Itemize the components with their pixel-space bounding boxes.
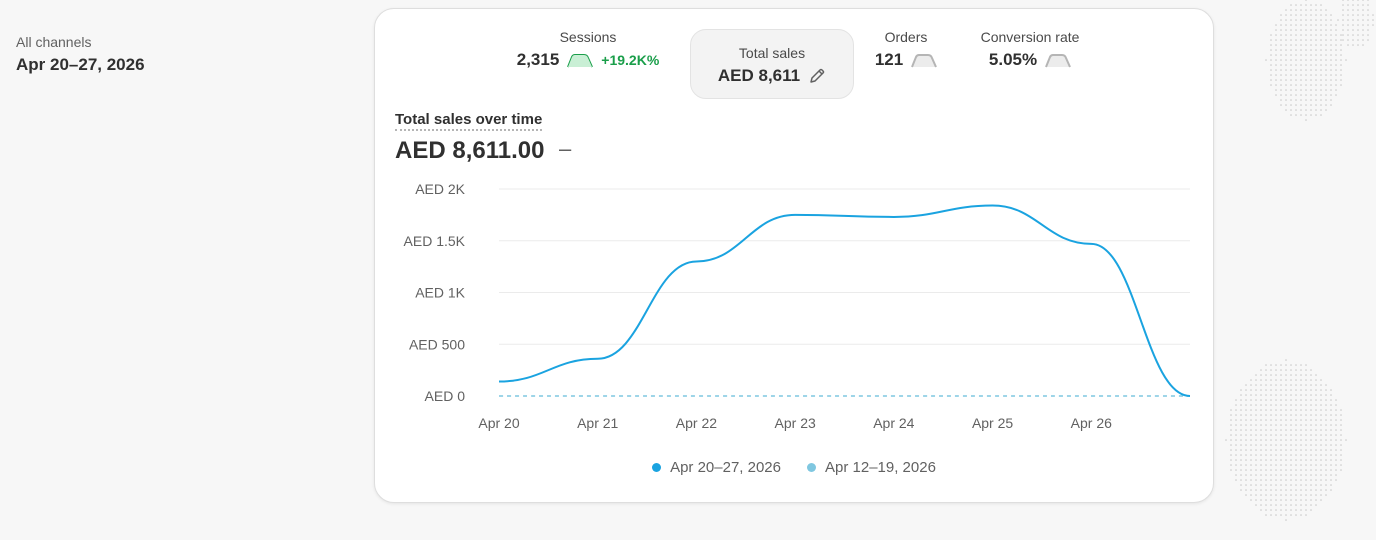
filters: All channels Apr 20–27, 2026 — [16, 34, 145, 75]
decorative-dot-pattern — [1225, 0, 1374, 521]
legend-item-current[interactable]: Apr 20–27, 2026 — [652, 459, 781, 476]
legend-dot — [652, 463, 662, 472]
metric-label: Sessions — [559, 29, 617, 45]
metric-value: AED 8,611 — [717, 66, 801, 85]
legend-item-previous[interactable]: Apr 12–19, 2026 — [807, 459, 936, 476]
y-tick-label: AED 2K — [415, 181, 465, 197]
date-range[interactable]: Apr 20–27, 2026 — [16, 55, 145, 74]
chart-legend: Apr 20–27, 2026 Apr 12–19, 2026 — [375, 459, 1213, 476]
metric-label: Orders — [884, 29, 928, 45]
analytics-card: Sessions 2,315 +19.2K% Total sales AED 8… — [374, 8, 1214, 503]
trend-flat-icon — [911, 54, 938, 68]
metric-conversion-rate[interactable]: Conversion rate 5.05% — [963, 29, 1097, 99]
x-tick-label: Apr 24 — [873, 415, 914, 431]
y-tick-label: AED 1.5K — [404, 233, 466, 249]
metric-value: 5.05% — [988, 50, 1038, 69]
y-tick-label: AED 500 — [409, 336, 465, 352]
metric-total-sales[interactable]: Total sales AED 8,611 — [690, 29, 854, 99]
legend-label: Apr 20–27, 2026 — [670, 459, 781, 476]
chart-total-change: – — [559, 136, 572, 161]
chart-title[interactable]: Total sales over time — [395, 111, 543, 131]
metric-label: Total sales — [738, 45, 806, 61]
metric-sessions[interactable]: Sessions 2,315 +19.2K% — [503, 29, 673, 99]
channel-label[interactable]: All channels — [16, 34, 92, 50]
x-tick-label: Apr 23 — [775, 415, 816, 431]
metric-value: 2,315 — [516, 50, 560, 69]
x-tick-label: Apr 20 — [478, 415, 519, 431]
legend-dot — [807, 463, 816, 472]
legend-label: Apr 12–19, 2026 — [825, 459, 936, 476]
x-tick-label: Apr 26 — [1071, 415, 1112, 431]
trend-up-icon — [567, 54, 594, 68]
series-line-current — [498, 204, 1191, 397]
line-chart: AED 0 AED 500 AED 1K AED 1.5K AED 2K Apr 20 Ap… — [404, 181, 1191, 431]
x-tick-label: Apr 21 — [577, 415, 618, 431]
pencil-icon[interactable] — [808, 67, 826, 85]
trend-flat-icon — [1045, 54, 1072, 68]
metric-delta: +19.2K% — [601, 52, 660, 68]
chart-total-value: AED 8,611.00 — [395, 137, 545, 164]
metric-value: 121 — [874, 50, 904, 69]
metric-label: Conversion rate — [980, 29, 1080, 45]
x-tick-label: Apr 22 — [676, 415, 717, 431]
y-tick-label: AED 1K — [415, 285, 465, 301]
metrics-bar: Sessions 2,315 +19.2K% Total sales AED 8… — [375, 19, 1213, 99]
y-tick-label: AED 0 — [425, 388, 466, 404]
metric-orders[interactable]: Orders 121 — [861, 29, 951, 99]
x-tick-label: Apr 25 — [972, 415, 1013, 431]
